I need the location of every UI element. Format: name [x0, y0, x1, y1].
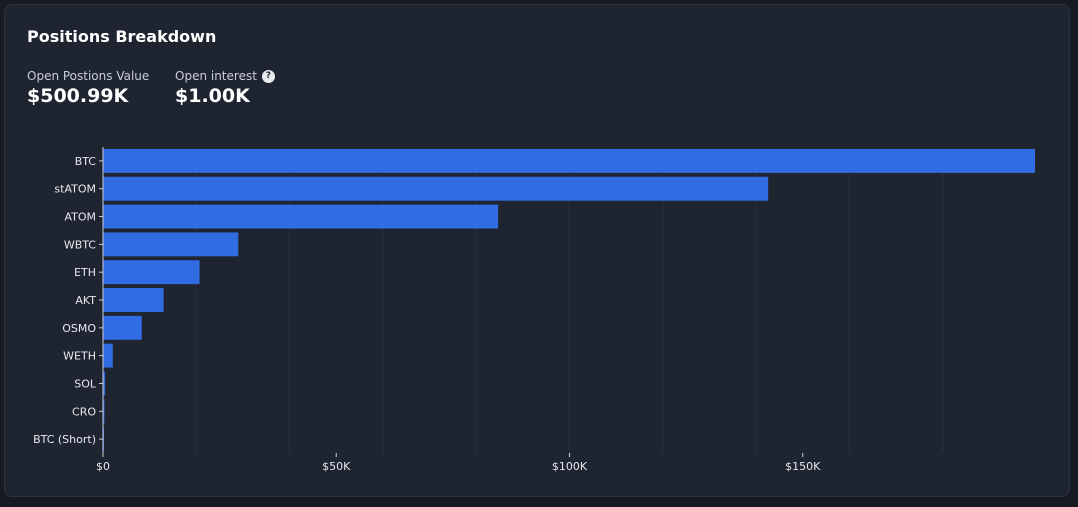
category-label-4: ETH — [74, 266, 96, 279]
category-label-3: WBTC — [64, 238, 96, 251]
bar-5 — [103, 288, 164, 312]
category-label-10: BTC (Short) — [33, 433, 96, 446]
category-label-5: AKT — [75, 294, 96, 307]
open-interest-label: Open interest — [175, 69, 257, 83]
open-positions-metric: Open Postions Value $500.99K — [27, 69, 149, 107]
bar-8 — [103, 371, 106, 396]
positions-bar-chart: BTC stATOM ATOM WBTC ETH AKT OSMO WETH SOL CRO BTC… — [33, 147, 1035, 473]
open-positions-value: $500.99K — [27, 85, 129, 107]
bar-7 — [103, 343, 113, 368]
category-label-0: BTC — [75, 155, 97, 168]
open-positions-label: Open Postions Value — [27, 69, 150, 83]
category-label-7: WETH — [63, 350, 96, 363]
card-title: Positions Breakdown — [27, 27, 217, 46]
positions-breakdown-card: Positions Breakdown Open Postions Value … — [4, 4, 1070, 497]
open-interest-metric: Open interest ? $1.00K — [175, 69, 275, 107]
x-tick-label-2: $100K — [552, 460, 588, 473]
category-label-8: SOL — [74, 377, 97, 390]
bar-4 — [103, 260, 200, 285]
category-label-9: CRO — [72, 405, 96, 418]
x-tick-label-1: $50K — [322, 460, 351, 473]
bar-2 — [103, 204, 499, 229]
category-label-6: OSMO — [62, 322, 96, 335]
bar-0 — [103, 148, 1035, 173]
bar-1 — [103, 176, 769, 201]
bar-9 — [103, 399, 105, 424]
x-tick-label-3: $150K — [785, 460, 821, 473]
category-label-2: ATOM — [64, 211, 96, 224]
category-label-1: stATOM — [54, 183, 96, 196]
bar-3 — [103, 232, 239, 257]
open-interest-value: $1.00K — [175, 85, 250, 107]
bar-6 — [103, 315, 142, 340]
help-icon[interactable]: ? — [261, 69, 275, 83]
x-tick-label-0: $0 — [96, 460, 110, 473]
